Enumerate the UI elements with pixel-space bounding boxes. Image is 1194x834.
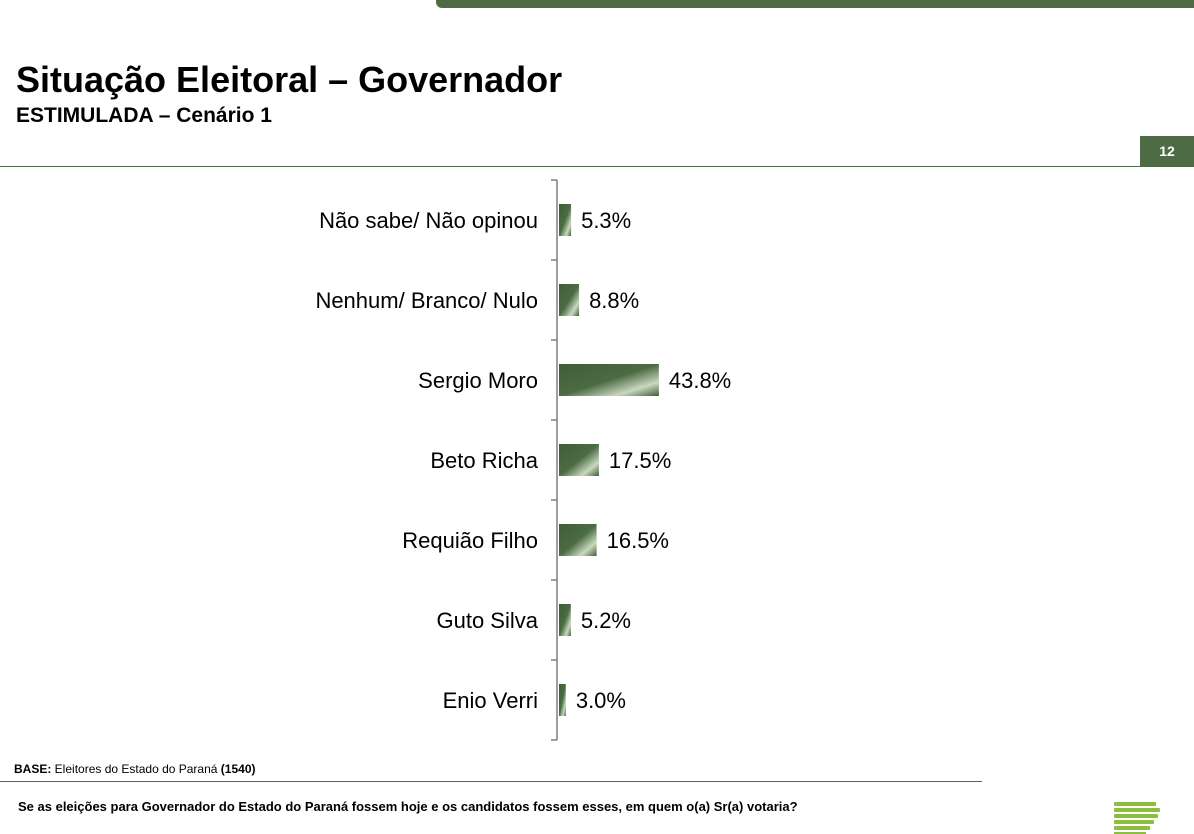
- footer-divider: [0, 781, 982, 782]
- page-subtitle: ESTIMULADA – Cenário 1: [16, 104, 272, 127]
- value-label: 3.0%: [576, 688, 626, 713]
- base-count: (1540): [220, 762, 256, 776]
- category-label: Sergio Moro: [418, 368, 538, 393]
- value-label: 5.3%: [581, 208, 631, 233]
- base-note: BASE: Eleitores do Estado do Paraná (154…: [14, 761, 255, 777]
- base-label: BASE:: [14, 762, 52, 776]
- value-label: 8.8%: [589, 288, 639, 313]
- category-label: Requião Filho: [402, 528, 538, 553]
- bar-2: [559, 364, 659, 396]
- survey-question: Se as eleições para Governador do Estado…: [18, 799, 798, 814]
- category-label: Enio Verri: [443, 688, 538, 713]
- category-label: Nenhum/ Branco/ Nulo: [315, 288, 538, 313]
- stacked-bars-logo-icon: [1114, 800, 1164, 834]
- bar-6: [559, 684, 566, 716]
- category-label: Guto Silva: [437, 608, 539, 633]
- header-divider: [0, 166, 1194, 167]
- value-label: 17.5%: [609, 448, 671, 473]
- value-label: 43.8%: [669, 368, 731, 393]
- bar-5: [559, 604, 571, 636]
- base-text: Eleitores do Estado do Paraná: [51, 762, 221, 776]
- page-number-badge: 12: [1140, 136, 1194, 167]
- value-label: 5.2%: [581, 608, 631, 633]
- category-label: Beto Richa: [430, 448, 538, 473]
- bar-1: [559, 284, 580, 316]
- category-label: Não sabe/ Não opinou: [319, 208, 538, 233]
- value-label: 16.5%: [607, 528, 669, 553]
- page-title: Situação Eleitoral – Governador: [16, 59, 563, 100]
- bar-4: [559, 524, 597, 556]
- top-accent-bar: [436, 0, 1194, 8]
- bar-3: [559, 444, 599, 476]
- bar-0: [559, 204, 572, 236]
